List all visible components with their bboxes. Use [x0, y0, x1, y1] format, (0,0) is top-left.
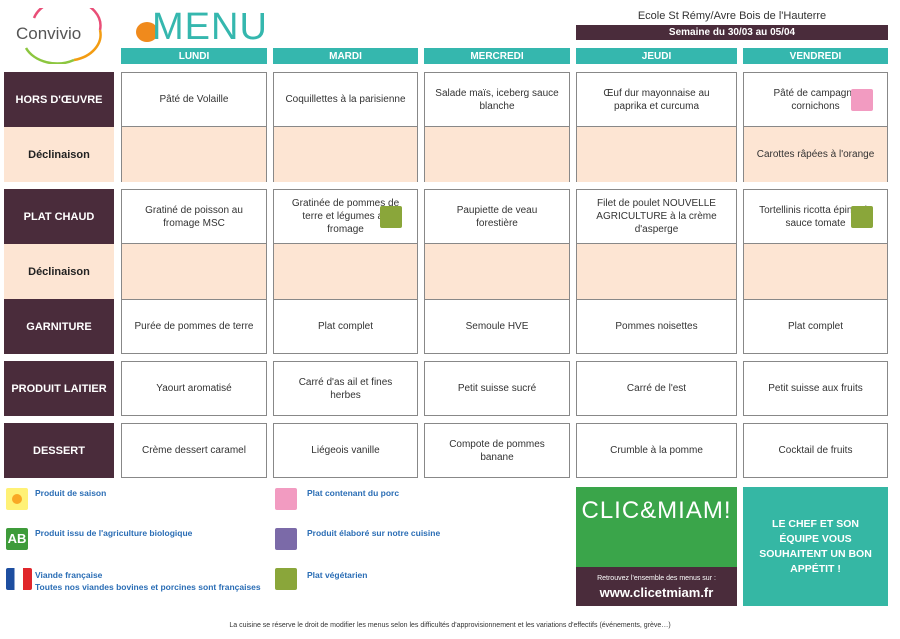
brand: Convivio — [16, 24, 82, 43]
icon-homemade — [275, 528, 297, 550]
row-label: HORS D'ŒUVRE — [4, 72, 114, 127]
menu-cell — [576, 244, 737, 299]
menu-cell: Petit suisse aux fruits — [743, 361, 888, 416]
promo-caption: Retrouvez l'ensemble des menus sur : — [597, 575, 716, 582]
menu-cell — [424, 244, 570, 299]
day-header: JEUDI — [576, 48, 737, 64]
menu-cell: Pommes noisettes — [576, 299, 737, 354]
menu-cell: Yaourt aromatisé — [121, 361, 267, 416]
menu-cell: Crumble à la pomme — [576, 423, 737, 478]
menu-cell: Crème dessert caramel — [121, 423, 267, 478]
menu-cell: Filet de poulet NOUVELLE AGRICULTURE à l… — [576, 189, 737, 244]
menu-cell: Carottes râpées à l'orange — [743, 127, 888, 182]
legend-item: Toutes nos viandes bovines et porcines s… — [35, 582, 261, 592]
day-header: MARDI — [273, 48, 418, 64]
menu-cell — [743, 244, 888, 299]
menu-cell: Plat complet — [743, 299, 888, 354]
row-label: Déclinaison — [4, 244, 114, 299]
row-label: DESSERT — [4, 423, 114, 478]
icon-bio: AB — [6, 528, 28, 550]
menu-cell: Salade maïs, iceberg sauce blanche — [424, 72, 570, 127]
menu-cell: Liégeois vanille — [273, 423, 418, 478]
week: Semaine du 30/03 au 05/04 — [576, 25, 888, 40]
title: MENU — [152, 6, 268, 48]
row-label: PLAT CHAUD — [4, 189, 114, 244]
day-header: VENDREDI — [743, 48, 888, 64]
menu-cell: Carré de l'est — [576, 361, 737, 416]
menu-cell: Petit suisse sucré — [424, 361, 570, 416]
menu-cell: Semoule HVE — [424, 299, 570, 354]
legend-item: Viande française — [35, 570, 103, 580]
menu-cell: Cocktail de fruits — [743, 423, 888, 478]
promo-box: CLIC&MIAM! Retrouvez l'ensemble des menu… — [576, 487, 737, 606]
logo — [24, 8, 102, 64]
menu-cell — [424, 127, 570, 182]
pork-icon — [851, 89, 873, 111]
day-header: MERCREDI — [424, 48, 570, 64]
greeting: LE CHEF ET SON ÉQUIPE VOUS SOUHAITENT UN… — [743, 487, 888, 606]
menu-cell: Carré d'as ail et fines herbes — [273, 361, 418, 416]
icon-pork — [275, 488, 297, 510]
veg-icon — [380, 206, 402, 228]
menu-cell: Gratiné de poisson au fromage MSC — [121, 189, 267, 244]
row-label: Déclinaison — [4, 127, 114, 182]
veg-icon — [851, 206, 873, 228]
promo-brand: CLIC&MIAM! — [581, 497, 732, 524]
day-header: LUNDI — [121, 48, 267, 64]
menu-cell: Coquillettes à la parisienne — [273, 72, 418, 127]
menu-cell: Œuf dur mayonnaise au paprika et curcuma — [576, 72, 737, 127]
menu-cell: Compote de pommes banane — [424, 423, 570, 478]
icon-season — [6, 488, 28, 510]
school: Ecole St Rémy/Avre Bois de l'Hauterre — [637, 10, 827, 22]
footer: La cuisine se réserve le droit de modifi… — [229, 622, 671, 629]
menu-cell — [576, 127, 737, 182]
menu-cell — [273, 244, 418, 299]
pumpkin — [136, 22, 158, 42]
icon-veg — [275, 568, 297, 590]
menu-cell — [273, 127, 418, 182]
legend-item: Plat végétarien — [307, 570, 368, 580]
menu-cell — [121, 244, 267, 299]
menu-cell: Plat complet — [273, 299, 418, 354]
legend-item: Produit élaboré sur notre cuisine — [307, 528, 441, 538]
menu-cell: Purée de pommes de terre — [121, 299, 267, 354]
row-label: PRODUIT LAITIER — [4, 361, 114, 416]
legend-item: Plat contenant du porc — [307, 488, 400, 498]
legend-item: Produit issu de l'agriculture biologique — [35, 528, 193, 538]
row-label: GARNITURE — [4, 299, 114, 354]
menu-cell: Paupiette de veau forestière — [424, 189, 570, 244]
menu-cell: Pâté de Volaille — [121, 72, 267, 127]
promo-url: www.clicetmiam.fr — [599, 585, 714, 600]
promo-band — [576, 567, 737, 606]
legend-item: Produit de saison — [35, 488, 107, 498]
menu-cell — [121, 127, 267, 182]
icon-flag — [6, 568, 32, 590]
